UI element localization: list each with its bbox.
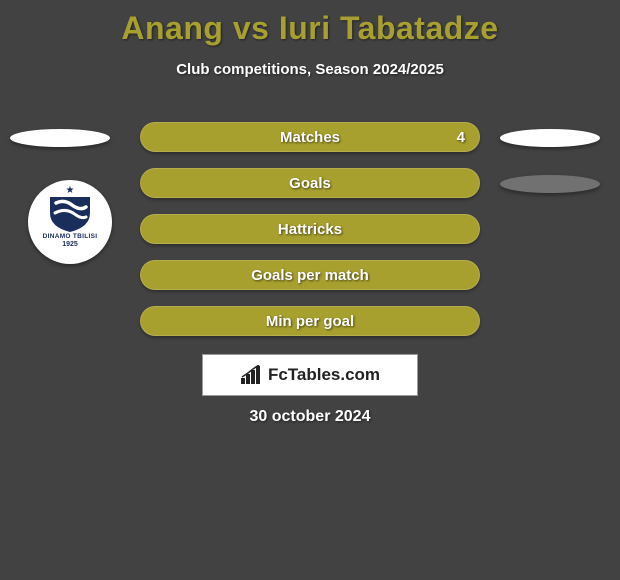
- stat-label: Goals: [289, 175, 331, 192]
- page-title: Anang vs Iuri Tabatadze: [0, 0, 620, 47]
- club-year: 1925: [35, 241, 105, 248]
- left-pill: [10, 129, 110, 147]
- stat-bar: Goals: [140, 168, 480, 198]
- bars-icon: [240, 365, 264, 385]
- stat-bar: Goals per match: [140, 260, 480, 290]
- stat-bar: Matches 4: [140, 122, 480, 152]
- stat-bar: Hattricks: [140, 214, 480, 244]
- stat-value: 4: [457, 129, 465, 146]
- stat-row: Goals per match: [0, 260, 620, 306]
- club-badge: ★ DINAMO TBILISI 1925: [28, 180, 112, 264]
- date-text: 30 october 2024: [0, 408, 620, 426]
- stat-label: Goals per match: [251, 267, 369, 284]
- right-pill: [500, 175, 600, 193]
- subtitle: Club competitions, Season 2024/2025: [0, 61, 620, 78]
- stat-label: Hattricks: [278, 221, 342, 238]
- stat-bar: Min per goal: [140, 306, 480, 336]
- stat-row: Matches 4: [0, 122, 620, 168]
- logo-text: FcTables.com: [268, 365, 380, 385]
- stat-row: Min per goal: [0, 306, 620, 352]
- stat-label: Min per goal: [266, 313, 354, 330]
- club-name: DINAMO TBILISI: [35, 233, 105, 240]
- club-shield-icon: [46, 195, 94, 233]
- stat-label: Matches: [280, 129, 340, 146]
- right-pill: [500, 129, 600, 147]
- fctables-logo[interactable]: FcTables.com: [202, 354, 418, 396]
